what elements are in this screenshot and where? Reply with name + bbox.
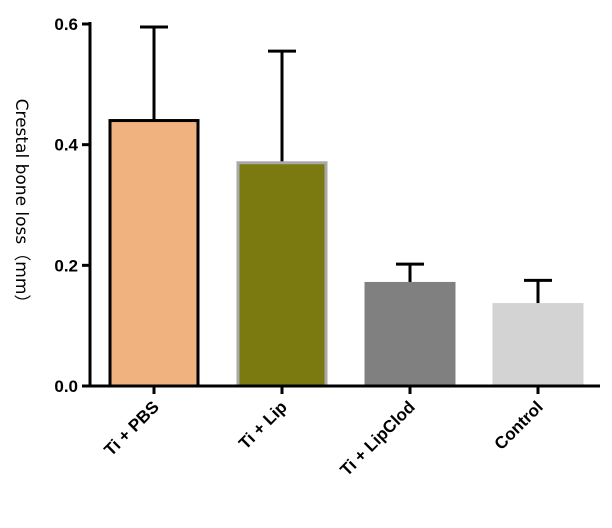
y-tick-label: 0.4 [54, 136, 78, 155]
y-ticks: 0.0 0.2 0.4 0.6 [54, 15, 90, 396]
bars [108, 119, 584, 388]
y-axis-title: Crestal bone loss（mm） [11, 99, 31, 312]
x-tick-label: Ti + Lip [235, 397, 291, 453]
y-tick-label: 0.6 [54, 15, 78, 34]
bar [236, 161, 328, 388]
bar [492, 303, 584, 388]
y-tick-label: 0.0 [54, 377, 78, 396]
bar [364, 281, 456, 388]
error-bars [140, 25, 552, 305]
axes [88, 22, 600, 388]
x-tick-label: Control [491, 397, 547, 453]
bar [108, 119, 200, 388]
x-ticks: Ti + PBS Ti + Lip Ti + LipClod Control [101, 386, 547, 480]
x-tick-label: Ti + PBS [101, 397, 163, 459]
x-tick-label: Ti + LipClod [336, 397, 418, 479]
y-tick-label: 0.2 [54, 256, 78, 275]
